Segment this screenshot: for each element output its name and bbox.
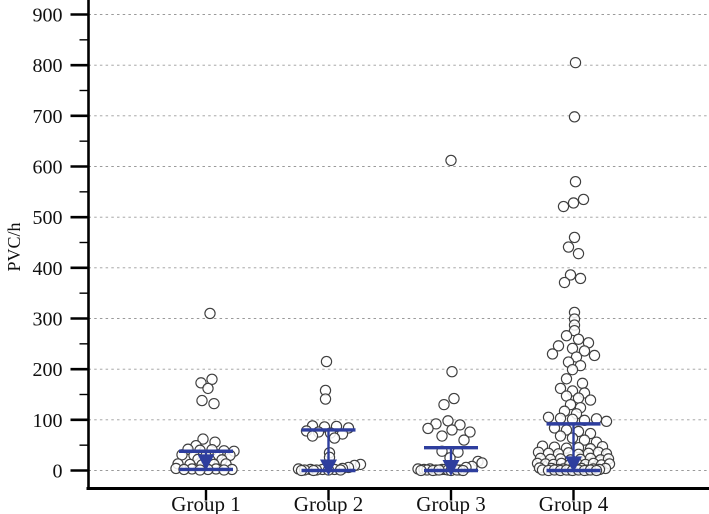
data-point (578, 345, 591, 357)
x-tick-label: Group 2 (294, 492, 363, 514)
median-iqr-errorbars (179, 422, 601, 476)
x-tick-label: Group 3 (416, 492, 485, 514)
x-tick-label: Group 4 (539, 492, 609, 514)
data-point (552, 340, 565, 352)
x-tick-label: Group 1 (171, 492, 240, 514)
median-triangle-marker (442, 459, 460, 476)
data-point (557, 200, 570, 213)
y-tick-label: 900 (33, 5, 63, 27)
data-point (458, 434, 470, 446)
data-point (328, 432, 341, 444)
data-point (569, 56, 582, 69)
data-point (554, 382, 567, 395)
data-point (448, 392, 460, 405)
data-point (204, 307, 216, 320)
data-point (554, 412, 567, 424)
data-point (558, 276, 571, 289)
y-tick-label: 800 (33, 55, 63, 77)
data-point (196, 394, 208, 407)
y-tick-label: 200 (33, 359, 63, 381)
data-point (546, 348, 559, 360)
data-point (562, 241, 575, 253)
data-point (438, 398, 450, 411)
data-point (445, 154, 457, 167)
data-point (446, 424, 458, 436)
data-point (197, 433, 209, 445)
data-point (569, 176, 582, 188)
axes (70, 0, 709, 501)
data-point (564, 269, 577, 281)
data-point (542, 411, 555, 423)
data-point (566, 363, 579, 376)
median-triangle-marker (320, 459, 337, 476)
data-point (560, 330, 573, 342)
data-point (572, 333, 585, 345)
data-point (577, 193, 590, 206)
data-point (202, 382, 214, 395)
data-point (446, 366, 458, 378)
data-point (600, 415, 613, 428)
y-tick-label: 0 (53, 461, 63, 483)
data-point (454, 419, 466, 431)
tick-labels: 0 100 200 300 400 500 600 700 800 900 Group 1 Group… (33, 5, 609, 514)
y-tick-label: 700 (33, 106, 63, 128)
data-point (567, 197, 580, 209)
data-point (568, 231, 581, 244)
gridlines (88, 14, 709, 471)
data-point (584, 394, 597, 406)
y-tick-label: 600 (33, 157, 63, 179)
y-tick-label: 400 (33, 258, 63, 280)
data-point (574, 272, 587, 285)
data-point (476, 457, 488, 469)
y-axis-title: PVC/h (4, 222, 24, 271)
data-point (568, 111, 581, 123)
data-point (208, 397, 220, 410)
data-point (578, 434, 591, 446)
data-points (170, 56, 616, 477)
data-point (588, 349, 601, 362)
data-point (319, 393, 332, 405)
data-point (576, 377, 589, 390)
y-tick-label: 300 (33, 309, 63, 331)
data-point (554, 430, 567, 442)
median-triangle-marker (197, 454, 215, 471)
data-point (464, 426, 476, 438)
data-point (320, 355, 333, 368)
data-point (422, 422, 434, 435)
y-tick-label: 100 (33, 410, 63, 432)
data-point (560, 373, 573, 385)
y-tick-label: 500 (33, 207, 63, 229)
data-point (572, 247, 585, 260)
median-triangle-marker (565, 456, 582, 473)
data-point (436, 430, 448, 442)
data-point (306, 430, 319, 442)
